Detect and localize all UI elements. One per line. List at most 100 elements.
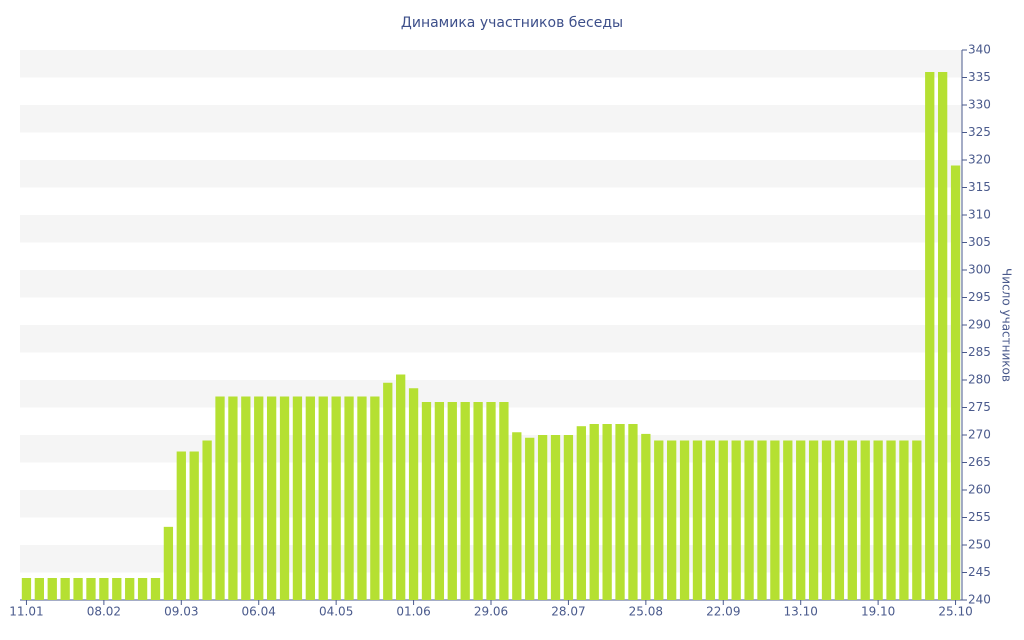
- grid-band: [20, 215, 962, 243]
- x-tick-label: 01.06: [396, 605, 430, 619]
- bar: [950, 165, 961, 600]
- grid-band: [20, 50, 962, 78]
- bar: [796, 440, 806, 600]
- bar: [447, 402, 457, 600]
- x-tick-label: 06.04: [242, 605, 276, 619]
- x-tick-label: 25.10: [938, 605, 972, 619]
- bar: [266, 396, 277, 600]
- bar: [125, 578, 135, 600]
- bar: [744, 440, 754, 600]
- bar: [357, 396, 367, 600]
- y-tick-label: 260: [968, 483, 991, 497]
- bar: [615, 424, 625, 600]
- bar: [925, 72, 935, 600]
- y-tick-label: 335: [968, 70, 991, 84]
- bar: [937, 72, 948, 600]
- bar: [112, 578, 122, 600]
- bar: [421, 402, 432, 600]
- bar: [163, 526, 174, 600]
- bar: [473, 402, 483, 600]
- x-tick-label: 22.09: [706, 605, 740, 619]
- bar: [279, 396, 290, 600]
- y-axis-label: Число участников: [1000, 268, 1014, 382]
- y-tick-label: 250: [968, 538, 991, 552]
- chart-title: Динамика участников беседы: [401, 15, 623, 31]
- bar: [873, 440, 883, 600]
- bar: [847, 440, 857, 600]
- bar: [228, 396, 238, 600]
- bar: [679, 440, 690, 600]
- grid-band: [20, 160, 962, 188]
- bar: [537, 435, 548, 600]
- bar: [576, 426, 586, 600]
- bar: [383, 382, 393, 600]
- bar: [705, 440, 716, 600]
- bar: [344, 396, 354, 600]
- bar: [860, 440, 870, 600]
- bar: [73, 578, 83, 600]
- bar: [563, 435, 574, 600]
- y-tick-label: 280: [968, 373, 991, 387]
- y-tick-label: 285: [968, 345, 991, 359]
- bar: [731, 440, 741, 600]
- grid-band: [20, 105, 962, 133]
- bar: [692, 440, 703, 600]
- x-tick-label: 11.01: [9, 605, 43, 619]
- y-tick-label: 315: [968, 180, 991, 194]
- bar: [215, 396, 225, 600]
- y-tick-label: 310: [968, 208, 991, 222]
- bar: [21, 578, 32, 600]
- bar: [912, 440, 922, 600]
- x-tick-label: 08.02: [87, 605, 121, 619]
- x-tick-label: 25.08: [629, 605, 663, 619]
- y-tick-label: 305: [968, 235, 991, 249]
- bar: [834, 440, 845, 600]
- bar: [486, 402, 496, 600]
- bar: [86, 578, 96, 600]
- bar: [99, 578, 109, 600]
- bar: [396, 374, 406, 600]
- bar: [512, 432, 522, 600]
- bar: [770, 440, 780, 600]
- bar: [408, 388, 419, 600]
- y-tick-label: 270: [968, 428, 991, 442]
- bar: [331, 396, 341, 600]
- x-tick-label: 04.05: [319, 605, 353, 619]
- bar: [34, 578, 45, 600]
- bar: [370, 396, 380, 600]
- bar: [176, 451, 186, 600]
- y-tick-label: 325: [968, 125, 991, 139]
- bar: [718, 440, 728, 600]
- bar: [150, 578, 161, 600]
- y-tick-label: 330: [968, 98, 991, 112]
- grid-band: [20, 270, 962, 298]
- y-tick-label: 290: [968, 318, 991, 332]
- bar: [460, 402, 470, 600]
- bar: [550, 435, 561, 600]
- bar: [202, 440, 212, 600]
- y-tick-label: 295: [968, 290, 991, 304]
- y-tick-label: 255: [968, 510, 991, 524]
- bar: [602, 424, 612, 600]
- bar: [292, 396, 303, 600]
- bar: [808, 440, 819, 600]
- y-tick-label: 320: [968, 153, 991, 167]
- bar: [589, 424, 599, 600]
- bar: [189, 451, 199, 600]
- x-tick-label: 28.07: [551, 605, 585, 619]
- bar: [241, 396, 251, 600]
- bar: [628, 424, 638, 600]
- bar: [137, 578, 148, 600]
- bar: [60, 578, 70, 600]
- bar: [47, 578, 57, 600]
- x-tick-label: 13.10: [784, 605, 818, 619]
- x-tick-label: 19.10: [861, 605, 895, 619]
- bar: [434, 402, 445, 600]
- bar: [305, 396, 315, 600]
- bar: [525, 437, 535, 600]
- bar: [899, 440, 909, 600]
- y-tick-label: 265: [968, 455, 991, 469]
- y-tick-label: 300: [968, 263, 991, 277]
- x-tick-label: 29.06: [474, 605, 508, 619]
